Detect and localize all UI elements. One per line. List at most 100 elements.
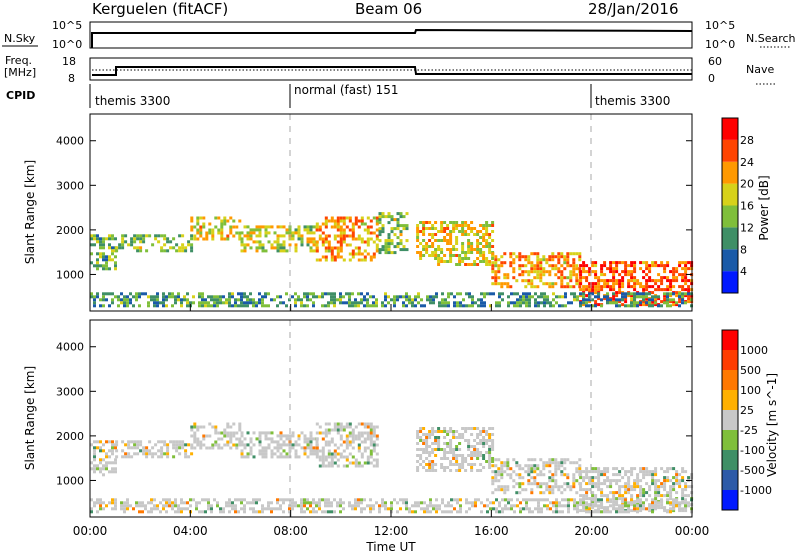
echo-cell [645,301,648,305]
echo-cell [491,239,495,242]
echo-cell [624,273,628,277]
echo-cell [327,422,331,426]
echo-cell [512,470,516,474]
echo-cell [663,264,667,268]
echo-cell [381,504,384,508]
echo-cell [294,292,297,296]
echo-cell [530,491,534,495]
echo-cell [582,509,586,513]
echo-cell [363,258,367,262]
echo-cell [612,467,616,471]
echo-cell [542,258,546,262]
echo-cell [633,482,637,486]
echo-cell [491,267,495,271]
echo-cell [621,279,625,283]
echo-cell [564,304,567,308]
echo-cell [306,231,310,235]
echo-cell [216,298,219,302]
echo-cell [249,246,253,250]
echo-cell [378,248,382,252]
echo-cell [105,298,108,302]
echo-cell [473,439,477,442]
echo-cell [93,449,96,453]
echo-cell [351,440,355,444]
echo-cell [330,225,334,229]
echo-cell [471,304,474,308]
echo-cell [594,276,598,280]
echo-cell [120,301,123,305]
echo-cell [348,295,351,299]
echo-cell [121,243,125,247]
echo-cell [96,261,99,265]
echo-cell [360,455,364,459]
colorbar-tick-label: 25 [740,404,754,417]
echo-cell [240,231,244,235]
echo-cell [246,231,250,235]
echo-cell [537,501,540,505]
echo-cell [276,249,280,253]
echo-cell [345,292,348,296]
echo-cell [416,245,420,248]
echo-cell [381,245,385,249]
echo-cell [102,298,105,302]
echo-cell [609,485,613,489]
echo-cell [576,510,579,514]
echo-cell [288,243,292,247]
echo-cell [435,498,438,502]
echo-cell [93,464,96,468]
echo-cell [483,301,486,305]
echo-cell [267,446,271,450]
echo-cell [645,295,648,299]
echo-cell [485,245,489,248]
echo-cell [428,451,432,454]
echo-cell [582,295,585,299]
echo-cell [306,498,309,502]
echo-cell [154,452,158,456]
echo-cell [405,298,408,302]
echo-cell [315,258,319,262]
echo-cell [618,261,622,265]
echo-cell [681,267,685,271]
y-tick-label: 1000 [56,474,84,487]
echo-cell [513,292,516,296]
echo-cell [669,501,672,505]
echo-cell [189,498,192,502]
echo-cell [543,298,546,302]
echo-cell [130,237,134,241]
echo-cell [219,298,222,302]
echo-cell [491,427,495,430]
echo-cell [627,491,631,495]
echo-cell [488,236,492,239]
echo-cell [642,261,646,265]
echo-cell [657,297,661,301]
echo-cell [330,216,334,220]
echo-cell [288,437,292,441]
echo-cell [506,282,510,286]
echo-cell [669,282,673,286]
echo-cell [609,288,613,292]
echo-cell [651,473,655,477]
echo-cell [150,498,153,502]
echo-cell [627,304,630,308]
echo-cell [141,504,144,508]
echo-cell [648,488,652,492]
echo-cell [615,501,618,505]
echo-cell [165,498,168,502]
echo-cell [225,504,228,508]
echo-cell [166,237,170,241]
echo-cell [675,270,679,274]
echo-cell [612,491,616,495]
echo-cell [342,237,346,241]
echo-cell [456,501,459,505]
echo-cell [408,298,411,302]
echo-cell [321,431,325,435]
echo-cell [455,254,459,257]
echo-cell [216,301,219,305]
echo-cell [669,288,673,292]
echo-cell [491,464,495,468]
echo-cell [381,248,385,252]
echo-cell [127,440,131,444]
echo-cell [536,473,540,477]
echo-cell [551,252,555,256]
echo-cell [187,240,191,244]
